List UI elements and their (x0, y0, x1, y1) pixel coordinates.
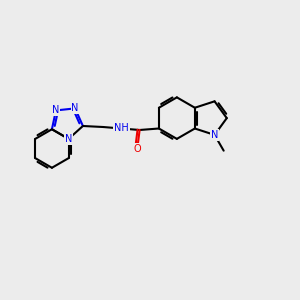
Text: N: N (211, 130, 218, 140)
Text: NH: NH (114, 124, 129, 134)
Text: N: N (71, 103, 79, 113)
Text: N: N (52, 105, 60, 116)
Text: O: O (134, 144, 141, 154)
Text: N: N (65, 134, 72, 144)
